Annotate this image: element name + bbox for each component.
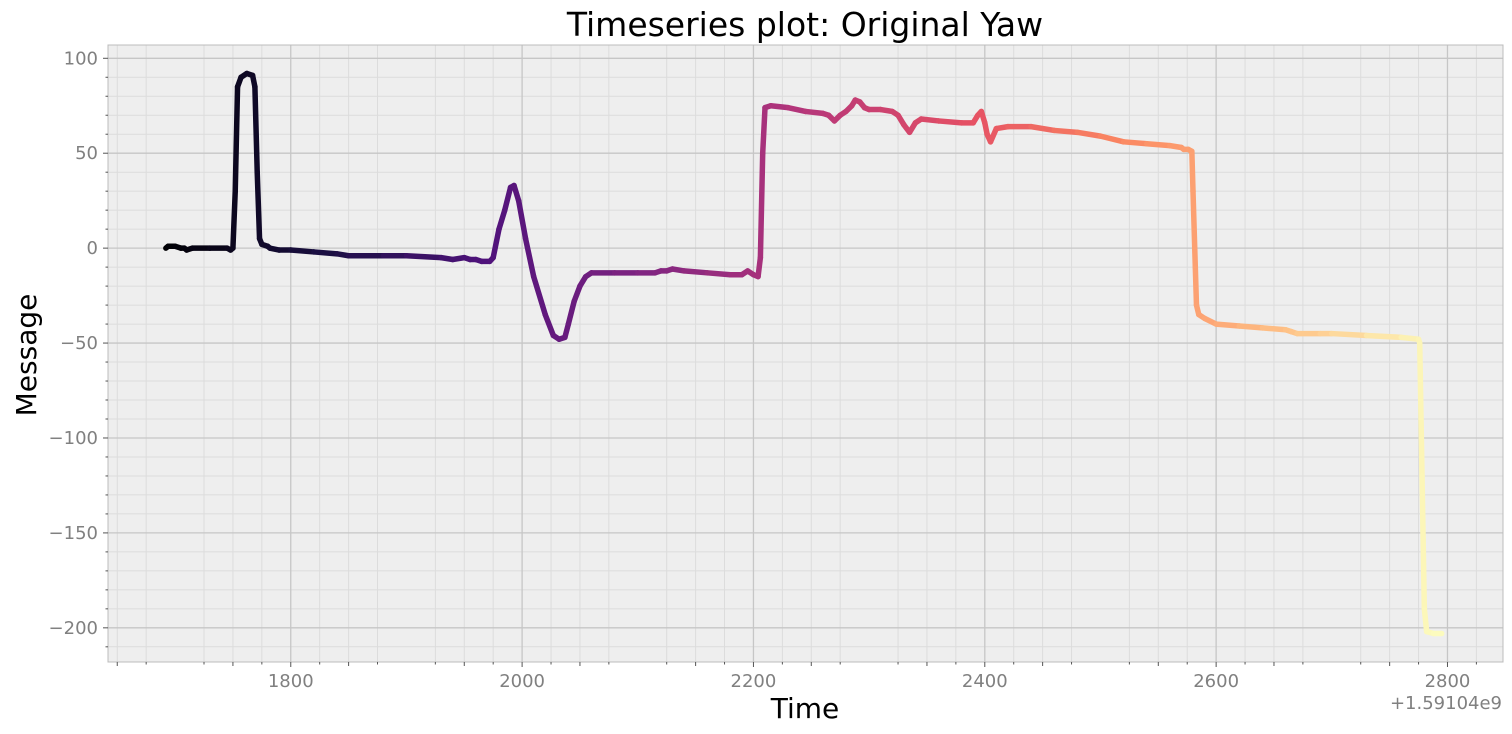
plot-frame — [107, 44, 1504, 663]
axis-ticks — [103, 57, 1477, 667]
series-segment — [1416, 340, 1425, 479]
y-tick-label: −100 — [49, 428, 98, 449]
series-segment — [681, 268, 710, 276]
y-tick-label: −50 — [60, 333, 98, 354]
series-segment — [759, 104, 768, 156]
series-segment — [757, 150, 766, 261]
series-segment — [1074, 129, 1104, 139]
series-segment — [1329, 330, 1370, 339]
series-segment — [1398, 334, 1422, 343]
y-axis-label: Message — [10, 294, 43, 417]
x-tick-label: 2000 — [499, 671, 545, 692]
series-segment — [1190, 188, 1199, 270]
series-segment — [254, 169, 263, 242]
series-segment — [918, 116, 942, 124]
x-tick-label: 2600 — [1193, 671, 1239, 692]
series-segment — [288, 247, 317, 255]
series-segment — [1097, 133, 1127, 145]
series-segment — [565, 298, 577, 327]
y-tick-label: 50 — [75, 143, 98, 164]
tick-labels: 1800 2000 2200 2400 2600 2800 100 50 0 −50 −100 −15… — [49, 48, 1471, 692]
series-segment — [802, 108, 826, 117]
series-segment — [496, 207, 508, 232]
x-tick-label: 2400 — [962, 671, 1008, 692]
major-grid — [108, 45, 1503, 662]
series-segment — [1419, 473, 1428, 612]
x-offset-label: +1.59104e9 — [1390, 693, 1502, 714]
chart-title: Timeseries plot: Original Yaw — [566, 5, 1043, 44]
series-segment — [530, 273, 548, 318]
y-tick-label: −200 — [49, 618, 98, 639]
series-segment — [232, 84, 241, 194]
series-segment — [542, 311, 557, 339]
series-segment — [1189, 148, 1196, 194]
x-axis-label: Time — [770, 692, 840, 725]
series-segment — [311, 249, 340, 257]
series-segment — [1236, 323, 1266, 331]
data-layer — [163, 70, 1445, 637]
series-segment — [768, 103, 791, 111]
series-segment — [502, 184, 514, 213]
x-tick-label: 2800 — [1425, 671, 1471, 692]
x-tick-label: 2200 — [731, 671, 777, 692]
series-segment — [1213, 321, 1243, 329]
series-segment — [252, 84, 260, 175]
series-segment — [230, 188, 238, 251]
series-segment — [704, 270, 734, 278]
x-tick-label: 1800 — [268, 671, 314, 692]
series-segment — [785, 104, 809, 115]
series-segment — [1028, 123, 1057, 134]
y-tick-label: 0 — [87, 238, 98, 259]
series-segment — [1051, 127, 1081, 136]
series-segment — [1363, 332, 1404, 341]
plot-background — [108, 45, 1503, 662]
minor-grid — [108, 45, 1503, 662]
series-segment — [1143, 140, 1173, 149]
y-tick-label: 100 — [64, 48, 98, 69]
series-segment — [755, 254, 764, 280]
y-tick-label: −150 — [49, 523, 98, 544]
series-segment — [490, 226, 502, 261]
series-segment — [935, 118, 965, 126]
series-segment — [1421, 606, 1430, 635]
series-segment — [1120, 139, 1150, 147]
series-segment — [522, 235, 537, 280]
series-segment — [403, 252, 444, 261]
series-segment — [515, 197, 529, 242]
series-segment — [1192, 264, 1200, 308]
series-segment — [1259, 325, 1289, 333]
